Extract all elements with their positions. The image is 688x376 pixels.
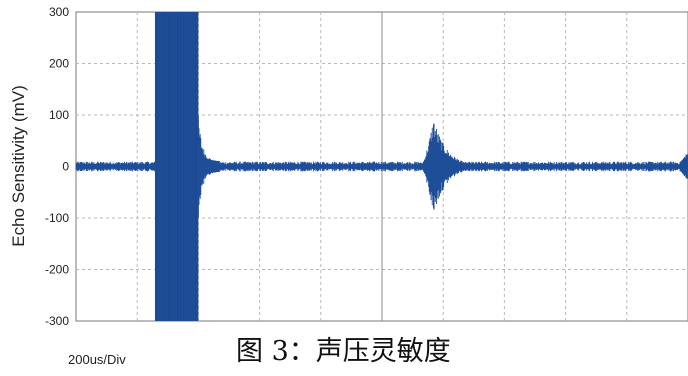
y-tick-label: 300	[49, 5, 69, 19]
signal-baseline	[75, 161, 156, 172]
signal-baseline	[467, 161, 681, 172]
y-tick-label: 0	[62, 160, 69, 174]
signal-decay-tail	[197, 115, 220, 218]
y-axis-label: Echo Sensitivity (mV)	[9, 85, 28, 247]
signal-echo-start	[679, 154, 688, 179]
signal-echo	[419, 123, 469, 210]
signal-baseline	[219, 161, 421, 172]
y-tick-label: 100	[49, 108, 69, 122]
y-tick-label: -100	[45, 211, 69, 225]
timebase-label: 200us/Div	[68, 352, 126, 367]
signal-saturated-burst	[154, 12, 199, 321]
y-tick-label: -200	[45, 263, 69, 277]
figure-caption: 图 3：声压灵敏度	[236, 336, 451, 367]
y-tick-label: 200	[49, 57, 69, 71]
y-tick-label: -300	[45, 314, 69, 328]
burst-texture	[156, 12, 197, 321]
y-tick-labels: 300 200 100 0 -100 -200 -300	[45, 5, 69, 328]
signal-trace	[75, 12, 688, 321]
